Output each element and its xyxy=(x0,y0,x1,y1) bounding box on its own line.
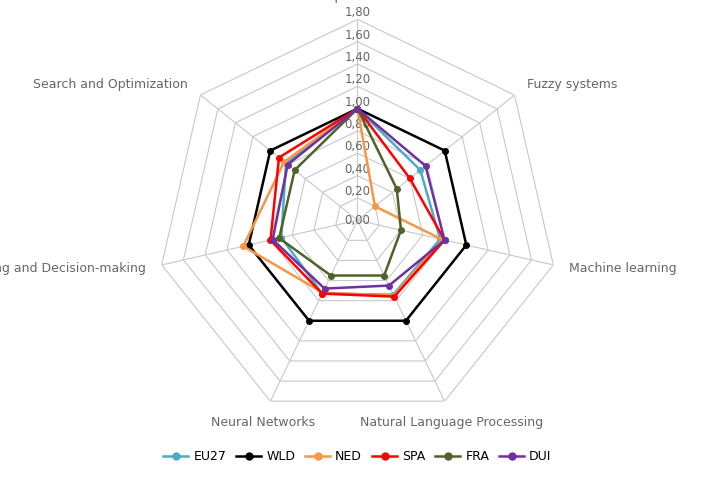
Text: Natural Language Processing: Natural Language Processing xyxy=(360,416,543,429)
Text: Search and Optimization: Search and Optimization xyxy=(33,78,188,91)
Text: 0,00: 0,00 xyxy=(345,214,370,227)
Text: Fuzzy systems: Fuzzy systems xyxy=(527,78,618,91)
Text: 1,20: 1,20 xyxy=(345,73,370,86)
Text: 1,00: 1,00 xyxy=(345,96,370,108)
Text: 0,20: 0,20 xyxy=(345,185,370,198)
Text: Planning and Decision-making: Planning and Decision-making xyxy=(0,262,146,275)
Text: 0,40: 0,40 xyxy=(345,163,370,176)
Text: 1,60: 1,60 xyxy=(345,29,370,42)
Text: 0,80: 0,80 xyxy=(345,118,370,131)
Text: 0,60: 0,60 xyxy=(345,140,370,153)
Legend: EU27, WLD, NED, SPA, FRA, DUI: EU27, WLD, NED, SPA, FRA, DUI xyxy=(159,445,556,468)
Text: Computer vision: Computer vision xyxy=(306,0,409,3)
Text: 1,80: 1,80 xyxy=(345,6,370,19)
Text: Machine learning: Machine learning xyxy=(569,262,676,275)
Text: 1,40: 1,40 xyxy=(345,51,370,64)
Text: Neural Networks: Neural Networks xyxy=(212,416,315,429)
